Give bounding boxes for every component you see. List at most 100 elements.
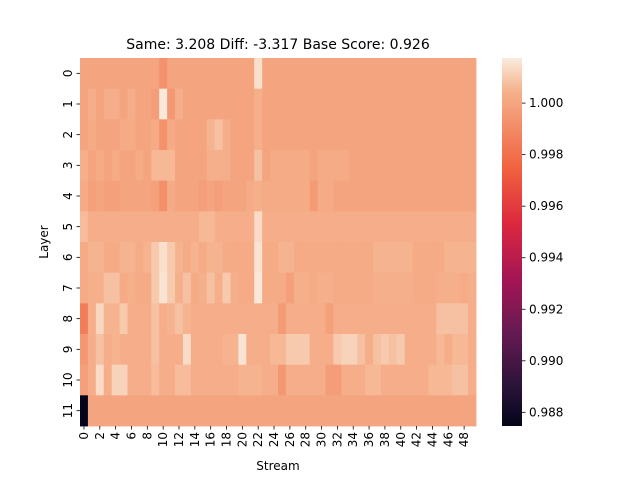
- heatmap-cell: [365, 395, 374, 427]
- heatmap-cell: [254, 364, 263, 396]
- heatmap-cell: [127, 88, 136, 120]
- heatmap-cell: [396, 119, 406, 151]
- heatmap-cell: [198, 364, 208, 396]
- heatmap-cell: [175, 242, 184, 274]
- heatmap-cell: [119, 211, 128, 243]
- heatmap-cell: [95, 395, 105, 427]
- heatmap-cell: [151, 119, 160, 151]
- heatmap-cell: [325, 242, 334, 274]
- heatmap-cell: [325, 395, 334, 427]
- heatmap-cell: [95, 88, 105, 120]
- heatmap-cell: [214, 211, 223, 243]
- heatmap-cell: [349, 180, 358, 212]
- heatmap-cell: [373, 180, 382, 212]
- heatmap-cell: [373, 303, 382, 335]
- heatmap-cell: [460, 88, 469, 120]
- heatmap-cell: [190, 364, 200, 396]
- heatmap-cell: [325, 119, 334, 151]
- heatmap-cell: [222, 211, 231, 243]
- heatmap-cell: [214, 303, 223, 335]
- heatmap-cell: [127, 150, 136, 182]
- heatmap-cell: [151, 58, 160, 90]
- heatmap-cell: [325, 272, 334, 304]
- heatmap-cell: [412, 242, 421, 274]
- heatmap-cell: [127, 272, 136, 304]
- heatmap-cell: [301, 211, 311, 243]
- heatmap-cell: [349, 395, 358, 427]
- heatmap-cell: [103, 211, 113, 243]
- heatmap-cell: [341, 242, 350, 274]
- heatmap-cell: [119, 88, 128, 120]
- heatmap-cell: [278, 272, 287, 304]
- heatmap-cell: [278, 303, 287, 335]
- heatmap-cell: [301, 58, 311, 90]
- heatmap-cell: [238, 303, 247, 335]
- heatmap-cell: [143, 58, 152, 90]
- heatmap-cell: [420, 364, 429, 396]
- heatmap-cell: [190, 150, 200, 182]
- heatmap-cell: [285, 180, 295, 212]
- heatmap-cell: [143, 180, 152, 212]
- heatmap-cell: [293, 242, 303, 274]
- heatmap-cell: [420, 58, 429, 90]
- heatmap-cell: [452, 88, 461, 120]
- heatmap-cell: [436, 303, 445, 335]
- heatmap-cell: [206, 180, 216, 212]
- heatmap-cell: [80, 303, 89, 335]
- heatmap-cell: [428, 395, 437, 427]
- heatmap-cell: [404, 272, 414, 304]
- heatmap-cell: [365, 272, 374, 304]
- heatmap-cell: [182, 242, 192, 274]
- heatmap-cell: [206, 395, 216, 427]
- heatmap-cell: [285, 58, 295, 90]
- heatmap-cell: [95, 211, 105, 243]
- heatmap-cell: [444, 119, 453, 151]
- heatmap-cell: [388, 150, 398, 182]
- heatmap-cell: [380, 242, 390, 274]
- heatmap-cell: [428, 303, 437, 335]
- heatmap-cell: [357, 364, 366, 396]
- heatmap-cell: [143, 242, 152, 274]
- heatmap-cell: [396, 88, 406, 120]
- heatmap-cell: [190, 395, 200, 427]
- heatmap-cell: [159, 180, 168, 212]
- heatmap-cell: [230, 211, 239, 243]
- heatmap-cell: [380, 58, 390, 90]
- heatmap-cell: [325, 303, 334, 335]
- x-tick-label: 20: [235, 432, 249, 447]
- heatmap-cell: [285, 395, 295, 427]
- heatmap-cell: [396, 242, 406, 274]
- heatmap-cell: [452, 242, 461, 274]
- heatmap-cell: [285, 272, 295, 304]
- heatmap-cell: [380, 88, 390, 120]
- heatmap-cell: [238, 211, 247, 243]
- heatmap-cell: [404, 242, 414, 274]
- heatmap-cell: [452, 272, 461, 304]
- heatmap-cell: [206, 88, 216, 120]
- y-tick-label: 3: [61, 162, 75, 170]
- heatmap-cell: [222, 88, 231, 120]
- heatmap-cell: [436, 272, 445, 304]
- heatmap-cell: [309, 395, 318, 427]
- heatmap-cell: [95, 58, 105, 90]
- heatmap-cell: [206, 150, 216, 182]
- heatmap-cell: [317, 364, 326, 396]
- heatmap-cell: [428, 180, 437, 212]
- heatmap-cell: [278, 58, 287, 90]
- heatmap-cell: [175, 272, 184, 304]
- heatmap-cell: [95, 150, 105, 182]
- heatmap-cell: [301, 303, 311, 335]
- heatmap-cell: [293, 211, 303, 243]
- heatmap-cell: [135, 119, 144, 151]
- heatmap-cell: [460, 395, 469, 427]
- y-tick-label: 9: [61, 346, 75, 354]
- heatmap-cell: [159, 242, 168, 274]
- heatmap-cell: [262, 364, 271, 396]
- heatmap-cell: [357, 150, 366, 182]
- heatmap-cell: [388, 211, 398, 243]
- heatmap-cell: [349, 272, 358, 304]
- heatmap-cell: [293, 303, 303, 335]
- y-tick-label: 11: [61, 403, 75, 418]
- heatmap-cell: [246, 119, 255, 151]
- heatmap-cell: [325, 150, 334, 182]
